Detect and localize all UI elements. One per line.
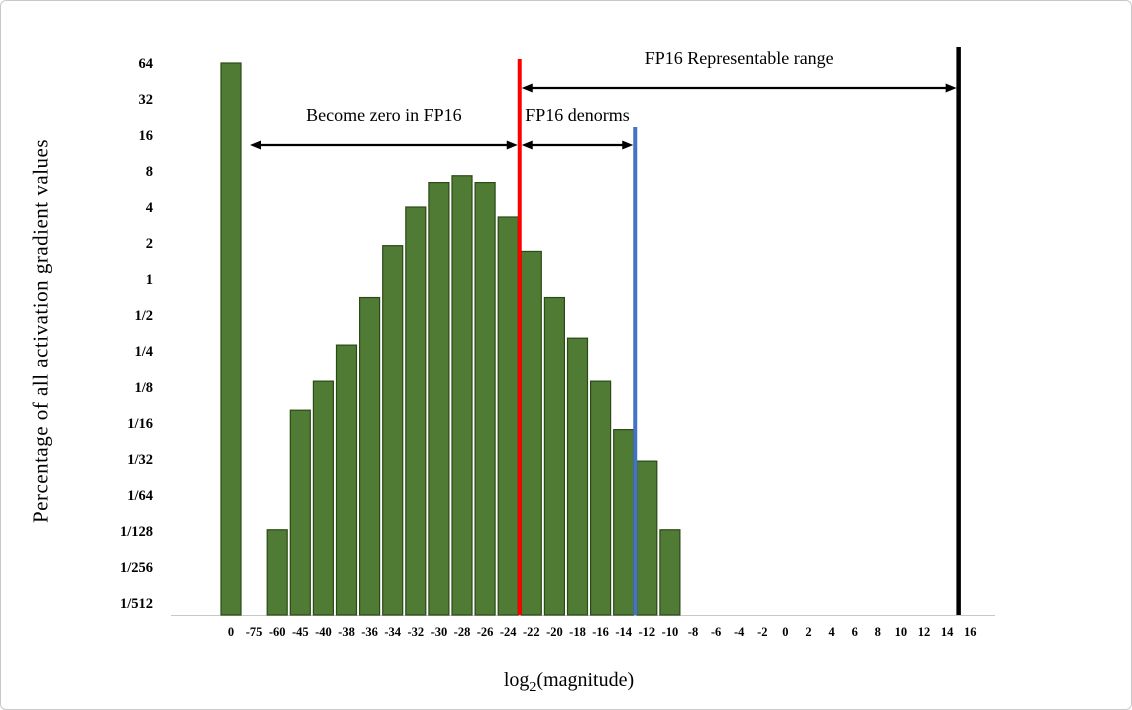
bar--18 [566, 337, 589, 616]
y-tick-label: 32 [139, 92, 154, 108]
bar--26 [474, 181, 496, 616]
x-tick-label: -16 [592, 625, 609, 639]
bar--12 [636, 460, 658, 616]
bar--45 [289, 409, 311, 616]
y-tick-label: 4 [146, 200, 153, 216]
bar--28 [451, 175, 473, 616]
bar--22 [520, 250, 542, 616]
x-tick-label: 16 [964, 625, 977, 639]
bar--60 [266, 529, 288, 616]
become-zero-in-fp16-label-right-arrowhead-icon [506, 140, 518, 150]
x-tick-label: -6 [711, 625, 721, 639]
x-tick-label: -4 [734, 625, 745, 639]
x-tick-label: -12 [638, 625, 655, 639]
bar--34 [382, 245, 404, 616]
y-tick-label: 1/256 [120, 560, 153, 576]
x-tick-label: -10 [662, 625, 679, 639]
y-tick-label: 1/8 [134, 380, 153, 396]
x-tick-label: -18 [569, 625, 586, 639]
fp16-denorms-label-right-arrowhead-icon [622, 140, 634, 150]
bar--10 [659, 529, 681, 616]
x-tick-label: -40 [315, 625, 332, 639]
x-tick-label: -24 [500, 625, 517, 639]
y-tick-label: 8 [146, 164, 153, 180]
y-tick-label: 16 [139, 128, 154, 144]
fp16-denorms-label-left-arrowhead-icon [521, 140, 533, 150]
x-tick-label: -30 [431, 625, 448, 639]
x-tick-label: -36 [361, 625, 378, 639]
y-tick-label: 1 [146, 272, 153, 288]
x-tick-label: 4 [828, 625, 835, 639]
x-tick-label: -14 [615, 625, 632, 639]
y-tick-label: 1/2 [134, 308, 153, 324]
bar--36 [359, 296, 381, 616]
x-tick-label: 0 [782, 625, 788, 639]
bar-0 [220, 62, 242, 616]
x-tick-label: -75 [246, 625, 263, 639]
x-axis-title: log2(magnitude) [504, 669, 634, 696]
x-tick-label: -2 [757, 625, 767, 639]
bar--24 [497, 216, 519, 616]
y-axis-title: Percentage of all activation gradient va… [28, 138, 53, 524]
x-tick-label: 2 [805, 625, 811, 639]
fp16-representable-range-label: FP16 Representable range [645, 48, 834, 68]
y-tick-label: 1/4 [134, 344, 153, 360]
bar--16 [589, 380, 612, 616]
fp16-denorms-label: FP16 denorms [525, 105, 630, 125]
bar--32 [405, 206, 427, 616]
bar--20 [543, 296, 566, 616]
x-tick-label: -60 [269, 625, 286, 639]
become-zero-in-fp16-label-left-arrowhead-icon [250, 140, 261, 150]
x-tick-label: -20 [546, 625, 563, 639]
x-axis-title-subscript: 2 [529, 680, 537, 695]
x-tick-label: -8 [688, 625, 698, 639]
x-tick-label: -45 [292, 625, 309, 639]
fp16-representable-range-label-right-arrowhead-icon [945, 83, 957, 93]
y-tick-label: 64 [139, 56, 154, 72]
y-tick-label: 1/512 [120, 596, 153, 612]
x-tick-label: 12 [918, 625, 931, 639]
fp16-representable-range-label-left-arrowhead-icon [521, 83, 533, 93]
x-tick-label: -32 [407, 625, 424, 639]
y-tick-label: 1/16 [127, 416, 153, 432]
x-tick-label: -26 [477, 625, 494, 639]
x-tick-label: -34 [384, 625, 401, 639]
x-tick-label: 8 [875, 625, 881, 639]
x-axis-title-rest: (magnitude) [536, 669, 635, 691]
x-axis-title-base: log [503, 669, 530, 691]
x-tick-label: -22 [523, 625, 540, 639]
x-tick-label: 14 [941, 625, 954, 639]
x-tick-label: 10 [895, 625, 908, 639]
x-tick-label: -38 [338, 625, 355, 639]
bar--14 [613, 429, 635, 616]
bar--38 [335, 344, 358, 616]
x-tick-label: 6 [852, 625, 858, 639]
y-tick-label: 1/32 [127, 452, 153, 468]
bar--40 [312, 380, 334, 616]
x-tick-label: -28 [454, 625, 471, 639]
bar--30 [428, 181, 450, 616]
become-zero-in-fp16-label: Become zero in FP16 [306, 105, 461, 125]
y-tick-label: 1/64 [127, 488, 153, 504]
x-tick-label: 0 [228, 625, 234, 639]
y-tick-label: 2 [146, 236, 153, 252]
y-tick-label: 1/128 [120, 524, 153, 540]
